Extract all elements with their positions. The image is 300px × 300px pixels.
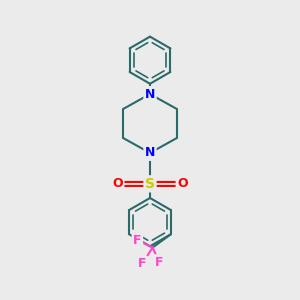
Text: O: O: [112, 177, 123, 190]
Text: F: F: [138, 257, 147, 270]
Text: N: N: [145, 146, 155, 159]
Text: N: N: [145, 88, 155, 100]
Text: F: F: [155, 256, 164, 269]
Text: O: O: [177, 177, 188, 190]
Text: S: S: [145, 177, 155, 191]
Text: F: F: [133, 234, 142, 247]
